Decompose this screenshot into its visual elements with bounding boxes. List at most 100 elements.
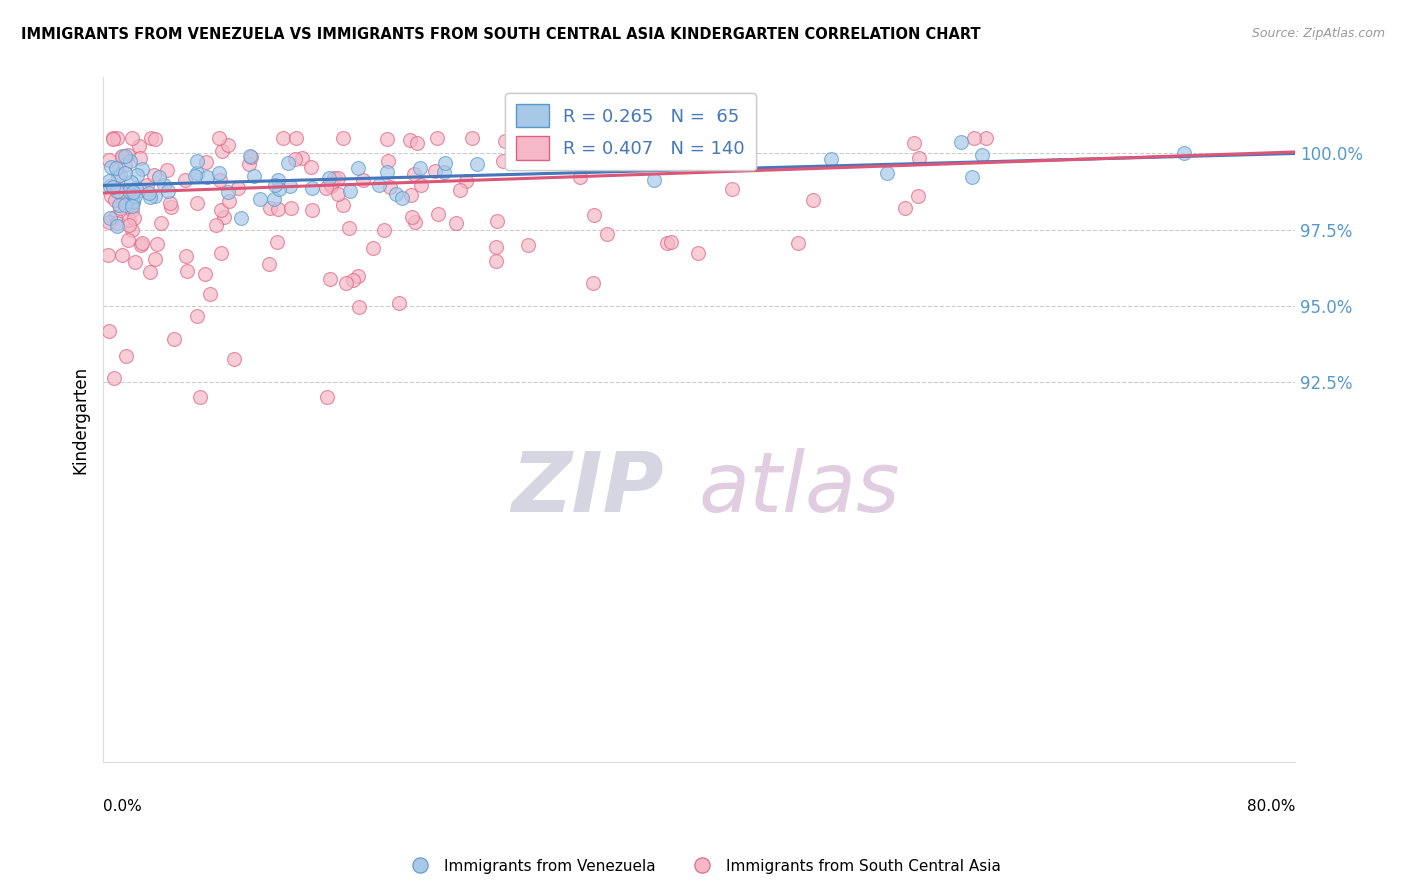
Point xyxy=(111,149,134,163)
Point xyxy=(277,156,299,170)
Point xyxy=(402,167,425,181)
Point xyxy=(136,178,159,192)
Point xyxy=(377,154,399,169)
Point xyxy=(385,187,408,202)
Point xyxy=(138,265,160,279)
Point xyxy=(278,178,301,193)
Point xyxy=(188,390,211,404)
Point xyxy=(174,173,197,187)
Point xyxy=(200,286,222,301)
Point xyxy=(974,131,997,145)
Point xyxy=(582,276,605,290)
Point xyxy=(301,181,323,195)
Point xyxy=(492,153,515,168)
Point xyxy=(596,227,619,242)
Point xyxy=(266,173,288,187)
Point xyxy=(217,186,239,200)
Point xyxy=(121,199,143,213)
Point xyxy=(100,178,122,193)
Point xyxy=(128,139,150,153)
Point xyxy=(332,131,354,145)
Point xyxy=(186,154,208,169)
Point xyxy=(409,178,432,193)
Point xyxy=(176,249,198,263)
Point xyxy=(347,268,370,283)
Point xyxy=(129,151,152,165)
Point xyxy=(156,162,179,177)
Point xyxy=(208,173,231,187)
Point xyxy=(122,194,145,209)
Point xyxy=(908,152,931,166)
Point xyxy=(962,131,984,145)
Point xyxy=(1173,146,1195,161)
Point xyxy=(105,219,128,233)
Point xyxy=(238,156,260,170)
Point xyxy=(138,186,160,200)
Point xyxy=(456,174,478,188)
Point xyxy=(103,131,125,145)
Point xyxy=(432,165,454,179)
Point xyxy=(105,217,128,231)
Point xyxy=(211,144,233,158)
Point xyxy=(209,245,232,260)
Point xyxy=(284,152,307,166)
Point xyxy=(217,138,239,153)
Point xyxy=(368,178,391,192)
Text: ZIP: ZIP xyxy=(510,448,664,529)
Point xyxy=(226,180,249,194)
Point xyxy=(423,164,446,178)
Y-axis label: Kindergarten: Kindergarten xyxy=(72,366,89,474)
Point xyxy=(148,169,170,184)
Point xyxy=(405,136,427,150)
Point xyxy=(299,160,322,174)
Point xyxy=(263,192,285,206)
Text: Source: ZipAtlas.com: Source: ZipAtlas.com xyxy=(1251,27,1385,40)
Point xyxy=(97,248,120,262)
Point xyxy=(285,131,308,145)
Point xyxy=(972,147,994,161)
Point xyxy=(267,202,290,216)
Point xyxy=(321,177,343,191)
Text: atlas: atlas xyxy=(699,448,901,529)
Point xyxy=(127,168,149,182)
Point xyxy=(142,168,165,182)
Point xyxy=(114,158,136,172)
Point xyxy=(195,155,218,169)
Point xyxy=(426,131,449,145)
Point xyxy=(894,201,917,215)
Point xyxy=(433,156,456,170)
Point xyxy=(149,216,172,230)
Point xyxy=(328,171,350,186)
Point xyxy=(388,295,411,310)
Text: 0.0%: 0.0% xyxy=(103,799,142,814)
Point xyxy=(114,349,136,363)
Point xyxy=(208,166,231,180)
Point xyxy=(786,235,808,250)
Point xyxy=(319,272,342,286)
Point xyxy=(176,263,198,277)
Point xyxy=(118,212,141,227)
Point xyxy=(114,198,136,212)
Point xyxy=(105,184,128,198)
Point xyxy=(266,235,288,250)
Point xyxy=(108,197,131,211)
Point xyxy=(361,241,384,255)
Point xyxy=(110,168,132,182)
Point xyxy=(409,161,432,176)
Point xyxy=(515,145,537,159)
Point xyxy=(876,166,898,180)
Point xyxy=(659,235,682,250)
Point xyxy=(347,161,370,175)
Point xyxy=(124,255,146,269)
Point xyxy=(404,215,426,229)
Point xyxy=(960,169,983,184)
Point xyxy=(111,150,134,164)
Point xyxy=(111,248,134,262)
Point xyxy=(104,193,127,207)
Point xyxy=(465,157,488,171)
Point xyxy=(143,252,166,267)
Point xyxy=(121,131,143,145)
Point xyxy=(903,136,925,150)
Point xyxy=(186,166,208,180)
Point xyxy=(162,332,184,346)
